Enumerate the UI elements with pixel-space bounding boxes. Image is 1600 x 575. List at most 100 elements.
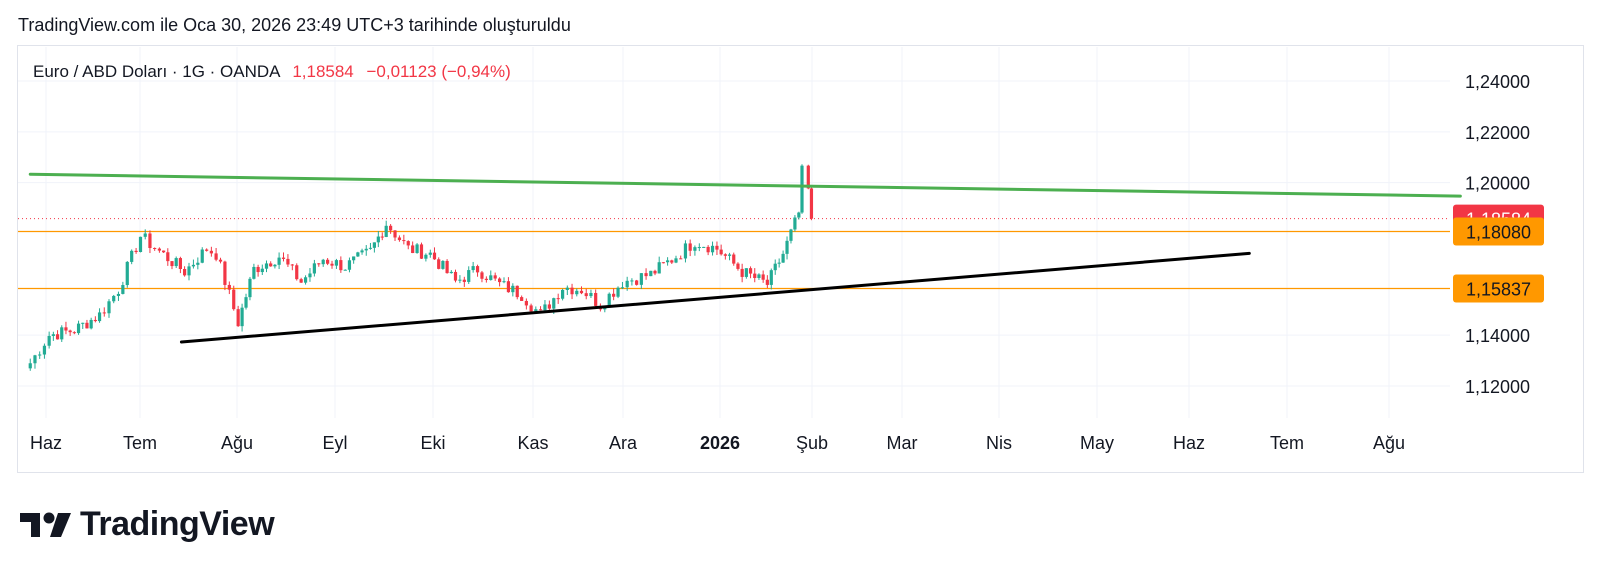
candle-body [42,345,47,355]
candle-body [97,312,102,322]
candle-body [744,268,748,277]
candle-body [493,275,497,279]
candle-body [153,248,157,250]
candle-body [51,334,55,336]
candle-body [471,266,475,271]
candle-body [138,236,143,253]
candle-body [81,322,85,324]
candle-body [693,247,697,251]
price-badge [1453,217,1544,246]
candle-body [102,312,106,314]
candle-body [200,249,204,263]
candle-body [130,250,134,262]
candle-body [406,241,410,246]
candle-body [187,266,191,276]
candle-body [286,258,290,265]
candle-body [174,258,178,267]
candle-body [424,254,428,259]
candle-body [620,287,625,289]
candle-body [644,273,648,277]
candle-body [380,236,384,238]
candle-body [498,278,502,283]
candle-body [269,263,273,267]
candle-body [670,260,674,263]
candle-body [484,278,488,281]
candle-body [683,243,688,259]
chart-frame[interactable] [17,45,1584,473]
candle-body [449,271,453,274]
candle-body [489,275,493,281]
candle-body [55,334,60,340]
candle-body [93,319,97,322]
candle-body [534,309,538,312]
candle-body [72,332,76,334]
price-tick-label: 1,20000 [1465,174,1530,194]
candle-body [415,244,419,254]
candle-body [674,258,678,263]
time-tick-label: Kas [517,433,548,453]
candle-body [428,252,432,255]
price-tick-label: 1,12000 [1465,377,1530,397]
candle-body [706,246,710,253]
candle-body [657,262,661,274]
candle-body [480,272,484,279]
lower-trendline [179,251,1251,344]
horizontal-levels [18,218,1450,290]
candle-body [209,250,213,254]
time-tick-label: Nis [986,433,1012,453]
candle-body [547,304,551,309]
candle-body [347,260,352,270]
candle-body [76,323,81,334]
price-badge [1453,274,1544,303]
price-tick-label: 1,22000 [1465,123,1530,143]
candle-body [214,253,218,260]
candle-body [299,279,303,283]
brand-name: TradingView [80,505,275,543]
candle-body [666,260,670,263]
candle-body [273,264,277,267]
last-price: 1,18584 [292,62,354,81]
candle-body [321,259,325,265]
candle-body [445,260,449,274]
candle-body [769,270,773,285]
candle-body [653,270,657,274]
candle-body [343,269,347,271]
candle-body [538,309,543,311]
time-tick-label: Ağu [221,433,253,453]
candle-body [809,188,814,219]
candle-body [162,250,166,253]
candle-body [511,285,515,293]
candle-body [397,237,402,241]
candle-body [368,247,373,249]
price-axis: 1,24000 1,22000 1,20000 1,14000 1,12000 [1465,72,1530,397]
candle-body [630,280,634,282]
time-tick-label: Eki [420,433,445,453]
candle-body [240,307,244,327]
tradingview-logo[interactable]: TradingView [20,505,275,544]
candle-body [635,280,639,285]
candle-body [432,252,437,260]
candle-body [719,249,723,255]
chart-caption: TradingView.com ile Oca 30, 2026 23:49 U… [18,15,571,35]
candle-body [85,322,89,329]
candle-body [612,293,616,297]
candle-body [38,354,42,356]
time-tick-label: Ağu [1373,433,1405,453]
candle-body [639,273,643,285]
candle-body [330,263,334,266]
candle-body [575,290,579,295]
candle-body [710,245,715,253]
upper-trendline [28,172,1462,198]
candle-body [334,260,339,266]
candle-body [552,298,556,309]
candle-body [515,285,519,298]
candle-body [736,263,740,269]
candle-body [475,266,480,273]
candle-body [773,263,777,271]
candle-body [60,327,64,340]
candle-body [196,262,200,265]
candle-body [458,279,462,281]
candle-body [715,245,719,250]
time-tick-label: Haz [1173,433,1205,453]
